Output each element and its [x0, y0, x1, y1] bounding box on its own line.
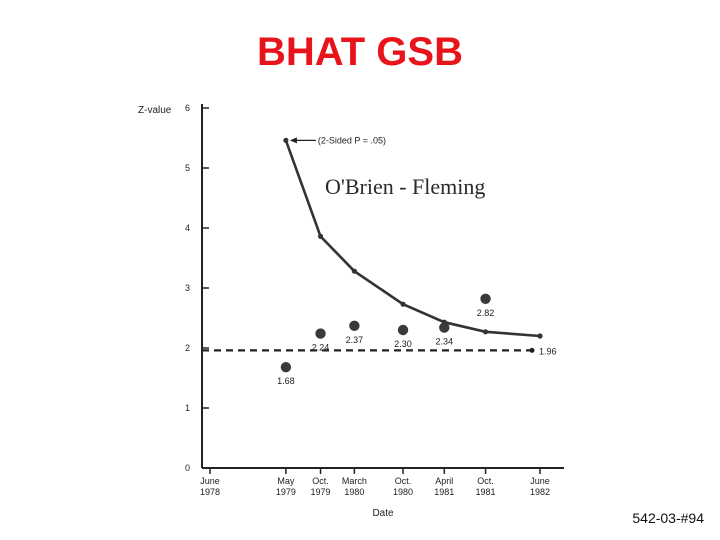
x-tick-label: 1979	[311, 487, 331, 497]
x-tick-label: 1980	[393, 487, 413, 497]
y-axis-label: Z-value	[138, 105, 172, 116]
x-tick-label: June	[200, 476, 220, 486]
boundary-point	[283, 137, 289, 143]
observed-points-group: 1.68 2.24 2.37 2.30 2.34 2.82	[277, 293, 495, 386]
x-tick-label: May	[277, 476, 295, 486]
observed-point	[439, 322, 450, 333]
boundary-line	[284, 139, 541, 338]
x-tick-label: Oct.	[477, 476, 494, 486]
x-tick-label: 1980	[344, 487, 364, 497]
slide-title: BHAT GSB	[257, 30, 463, 74]
x-tick-label: March	[342, 476, 367, 486]
observed-label: 2.30	[394, 339, 412, 349]
observed-point	[397, 324, 409, 336]
pvalue-annotation: (2-Sided P = .05)	[318, 135, 386, 145]
chart-ticks: 0123456June1978May1979Oct.1979March1980O…	[185, 103, 550, 497]
boundary-point	[400, 301, 406, 307]
y-tick-label: 5	[185, 163, 190, 173]
observed-point	[349, 320, 360, 331]
observed-label: 2.82	[477, 308, 495, 318]
pvalue-arrowhead	[289, 137, 297, 144]
x-tick-label: June	[530, 476, 550, 486]
boundary-point	[351, 268, 357, 274]
observed-point	[315, 328, 326, 339]
x-tick-label: Oct.	[395, 476, 412, 486]
x-tick-label: Oct.	[312, 476, 329, 486]
chart-axes	[201, 104, 564, 469]
y-tick-label: 4	[185, 223, 190, 233]
method-annotation: O'Brien - Fleming	[325, 174, 485, 199]
boundary-point	[317, 233, 324, 239]
x-axis-label: Date	[372, 508, 394, 519]
reference-line-group: 1.96	[202, 346, 557, 356]
chart-labels: Z-value Date (2-Sided P = .05) O'Brien - Fl…	[138, 105, 485, 519]
y-tick-label: 0	[185, 463, 190, 473]
reference-line-end	[529, 347, 535, 353]
y-tick-label: 2	[185, 343, 190, 353]
observed-point	[480, 293, 491, 304]
x-tick-label: 1981	[476, 487, 496, 497]
observed-label: 1.68	[277, 376, 295, 386]
boundary-group	[283, 137, 543, 339]
observed-label: 2.24	[312, 343, 330, 353]
observed-label: 2.37	[346, 335, 364, 345]
x-tick-label: 1978	[200, 487, 220, 497]
y-tick-label: 1	[185, 403, 190, 413]
x-tick-label: 1981	[434, 487, 454, 497]
slide-number: 542-03-#94	[632, 510, 704, 526]
boundary-point	[482, 329, 489, 335]
observed-label: 2.34	[436, 337, 454, 347]
reference-label: 1.96	[539, 346, 557, 356]
x-tick-label: April	[435, 476, 453, 486]
y-tick-label: 3	[185, 283, 190, 293]
y-tick-label: 6	[185, 103, 190, 113]
observed-point	[280, 362, 292, 373]
x-tick-label: 1982	[530, 487, 550, 497]
boundary-point	[537, 333, 543, 339]
x-tick-label: 1979	[276, 487, 296, 497]
